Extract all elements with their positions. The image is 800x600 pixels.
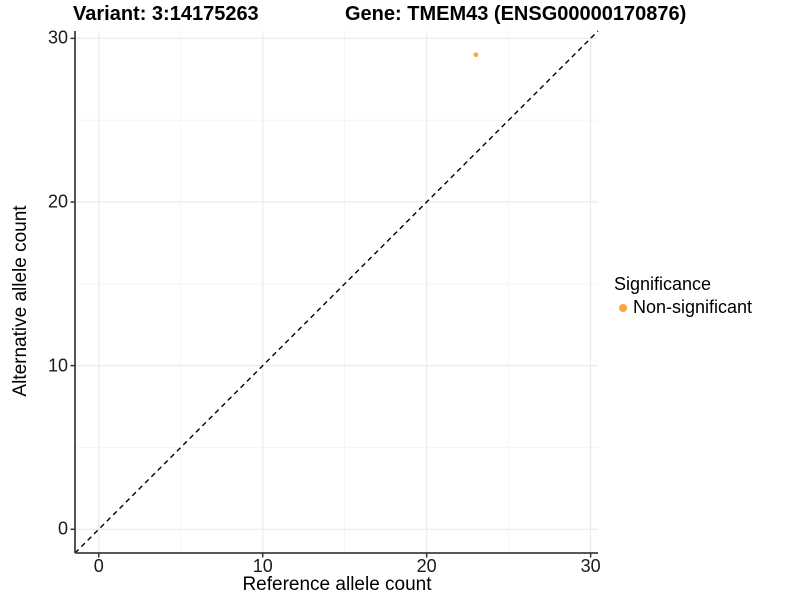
legend-title: Significance bbox=[614, 274, 712, 294]
y-tick-label: 0 bbox=[57, 518, 68, 539]
y-axis-title: Alternative allele count bbox=[10, 205, 31, 397]
y-tick-label: 30 bbox=[47, 27, 68, 48]
y-tick-label: 10 bbox=[47, 355, 68, 376]
legend-item-non-significant: Non-significant bbox=[614, 297, 752, 318]
legend-item-label: Non-significant bbox=[633, 297, 753, 317]
legend: Significance Non-significant bbox=[614, 274, 752, 318]
plot-title-variant: Variant: 3:14175263 bbox=[73, 3, 259, 25]
data-point bbox=[473, 52, 479, 58]
legend-circle-marker-icon bbox=[619, 303, 627, 312]
y-tick-label: 20 bbox=[47, 191, 68, 212]
x-tick-label: 0 bbox=[93, 556, 104, 576]
plot-title-gene: Gene: TMEM43 (ENSG00000170876) bbox=[345, 3, 687, 25]
x-tick-label: 10 bbox=[252, 556, 273, 576]
x-tick-label: 30 bbox=[580, 556, 601, 576]
identity-dashed-line bbox=[74, 30, 599, 554]
x-tick-label: 20 bbox=[416, 556, 437, 576]
x-axis-title: Reference allele count bbox=[242, 574, 432, 595]
